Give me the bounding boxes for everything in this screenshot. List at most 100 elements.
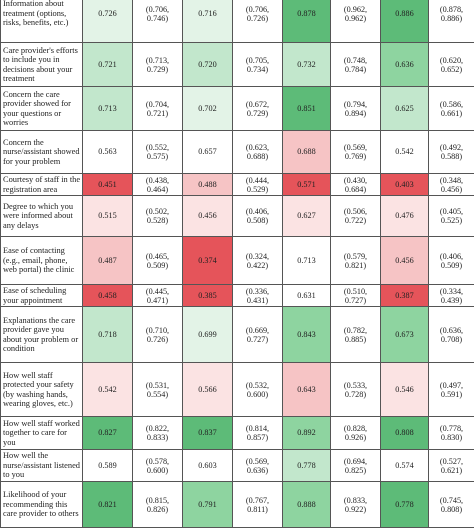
table-row: Information about treatment (options, ri… [1, 0, 474, 43]
ci-bound: 0.821) [332, 261, 379, 270]
score-cell: 0.636 [381, 43, 429, 87]
score-cell: 0.843 [283, 307, 331, 363]
confidence-interval-cell: (0.405,0.525) [429, 196, 474, 237]
table-row: Likelihood of your recommending this car… [1, 482, 474, 528]
ci-bound: 0.575) [134, 152, 181, 161]
confidence-interval-cell: (0.822,0.833) [133, 417, 183, 450]
score-cell: 0.892 [283, 417, 331, 450]
table-row: Concern the nurse/assistant showed for y… [1, 131, 474, 174]
confidence-interval-cell: (0.706,0.726) [233, 0, 283, 43]
ci-bound: 0.727) [234, 335, 281, 344]
ci-bound: 0.708) [430, 335, 473, 344]
row-label: How well staff worked together to care f… [1, 417, 83, 450]
ci-bound: 0.636) [234, 466, 281, 475]
ci-bound: (0.492, [430, 143, 473, 152]
ci-bound: 0.529) [234, 185, 281, 194]
ci-bound: 0.661) [430, 109, 473, 118]
confidence-interval-cell: (0.569,0.636) [233, 450, 283, 482]
confidence-interval-cell: (0.506,0.722) [331, 196, 381, 237]
ci-bound: 0.833) [134, 433, 181, 442]
ci-bound: (0.497, [430, 381, 473, 390]
score-cell: 0.387 [381, 285, 429, 307]
score-cell: 0.726 [83, 0, 133, 43]
confidence-interval-cell: (0.579,0.821) [331, 237, 381, 285]
confidence-interval-cell: (0.672,0.729) [233, 87, 283, 131]
ci-bound: 0.886) [430, 14, 473, 23]
confidence-interval-cell: (0.669,0.727) [233, 307, 283, 363]
ci-bound: 0.509) [134, 261, 181, 270]
ci-bound: 0.728) [332, 390, 379, 399]
confidence-interval-cell: (0.430,0.684) [331, 174, 381, 196]
ci-bound: (0.430, [332, 176, 379, 185]
ci-bound: 0.431) [234, 296, 281, 305]
score-cell: 0.403 [381, 174, 429, 196]
ci-bound: 0.600) [134, 466, 181, 475]
ci-bound: 0.894) [332, 109, 379, 118]
score-cell: 0.886 [381, 0, 429, 43]
confidence-interval-cell: (0.623,0.688) [233, 131, 283, 174]
confidence-interval-cell: (0.782,0.885) [331, 307, 381, 363]
score-cell: 0.673 [381, 307, 429, 363]
confidence-interval-cell: (0.878,0.886) [429, 0, 474, 43]
score-cell: 0.716 [183, 0, 233, 43]
ci-bound: 0.825) [332, 466, 379, 475]
score-cell: 0.851 [283, 87, 331, 131]
confidence-interval-cell: (0.767,0.811) [233, 482, 283, 528]
confidence-interval-cell: (0.815,0.826) [133, 482, 183, 528]
ci-bound: (0.706, [134, 5, 181, 14]
ci-bound: (0.569, [234, 457, 281, 466]
ci-bound: (0.533, [332, 381, 379, 390]
confidence-interval-cell: (0.348,0.456) [429, 174, 474, 196]
confidence-interval-cell: (0.438,0.464) [133, 174, 183, 196]
table-row: Care provider's efforts to include you i… [1, 43, 474, 87]
score-cell: 0.488 [183, 174, 233, 196]
ci-bound: 0.456) [430, 185, 473, 194]
score-cell: 0.546 [381, 363, 429, 417]
confidence-interval-cell: (0.465,0.509) [133, 237, 183, 285]
score-cell: 0.702 [183, 87, 233, 131]
ci-bound: (0.465, [134, 252, 181, 261]
score-cell: 0.721 [83, 43, 133, 87]
ci-bound: (0.828, [332, 424, 379, 433]
score-cell: 0.625 [381, 87, 429, 131]
ci-bound: 0.722) [332, 216, 379, 225]
score-cell: 0.458 [83, 285, 133, 307]
table-row: How well staff protected your safety (by… [1, 363, 474, 417]
score-cell: 0.657 [183, 131, 233, 174]
score-cell: 0.487 [83, 237, 133, 285]
ci-bound: 0.591) [430, 390, 473, 399]
row-label: Concern the care provider showed for you… [1, 87, 83, 131]
ci-bound: (0.713, [134, 56, 181, 65]
score-cell: 0.542 [83, 363, 133, 417]
ci-bound: (0.815, [134, 496, 181, 505]
ci-bound: (0.620, [430, 56, 473, 65]
confidence-interval-cell: (0.713,0.729) [133, 43, 183, 87]
confidence-interval-cell: (0.705,0.734) [233, 43, 283, 87]
score-cell: 0.542 [381, 131, 429, 174]
row-label: Ease of contacting (e.g., email, phone, … [1, 237, 83, 285]
ci-bound: (0.705, [234, 56, 281, 65]
ci-bound: (0.531, [134, 381, 181, 390]
confidence-interval-cell: (0.444,0.529) [233, 174, 283, 196]
confidence-interval-cell: (0.578,0.600) [133, 450, 183, 482]
ci-bound: 0.439) [430, 296, 473, 305]
ci-bound: 0.746) [134, 14, 181, 23]
row-label: Information about treatment (options, ri… [1, 0, 83, 43]
ci-bound: 0.808) [430, 505, 473, 514]
score-cell: 0.827 [83, 417, 133, 450]
ci-bound: 0.729) [134, 65, 181, 74]
score-cell: 0.720 [183, 43, 233, 87]
ci-bound: 0.857) [234, 433, 281, 442]
score-cell: 0.385 [183, 285, 233, 307]
confidence-interval-cell: (0.492,0.588) [429, 131, 474, 174]
ci-bound: (0.532, [234, 381, 281, 390]
row-label: How well the nurse/assistant listened to… [1, 450, 83, 482]
confidence-interval-cell: (0.778,0.830) [429, 417, 474, 450]
score-cell: 0.515 [83, 196, 133, 237]
ci-bound: (0.527, [430, 457, 473, 466]
ci-bound: (0.748, [332, 56, 379, 65]
ci-bound: 0.509) [430, 261, 473, 270]
